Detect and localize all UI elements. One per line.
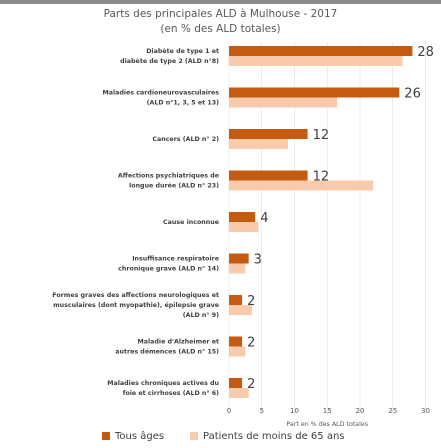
x-tick-label-3: 15 — [323, 407, 332, 415]
category-label-6-2: (ALD n° 9) — [183, 311, 219, 319]
bar-tous-ages-2 — [229, 129, 308, 139]
category-label-8-1: foie et cirrhoses (ALD n° 6) — [123, 389, 219, 397]
bar-moins-65-5 — [229, 263, 246, 274]
category-label-8-0: Maladies chroniques actives du — [107, 380, 219, 387]
bar-moins-65-1 — [229, 97, 338, 108]
legend-item-moins-65: Patients de moins de 65 ans — [190, 431, 345, 442]
category-label-2-0: Cancers (ALD n° 2) — [152, 135, 219, 143]
legend-item-tous-ages: Tous âges — [102, 431, 164, 442]
x-tick-label-4: 20 — [356, 407, 365, 415]
data-label-2: 12 — [313, 128, 330, 143]
bar-tous-ages-8 — [229, 378, 243, 388]
x-tick-label-5: 25 — [388, 407, 397, 415]
bar-tous-ages-3 — [229, 170, 308, 181]
bar-moins-65-7 — [229, 346, 246, 357]
data-label-5: 3 — [254, 253, 262, 268]
bar-moins-65-0 — [229, 56, 403, 66]
category-label-1-0: Maladies cardioneurovasculaires — [102, 90, 219, 97]
data-label-8: 2 — [247, 377, 255, 392]
legend-swatch-tous-ages — [102, 432, 110, 440]
chart-title-line2: (en % des ALD totales) — [160, 23, 281, 35]
legend-label-moins-65: Patients de moins de 65 ans — [203, 431, 345, 442]
category-label-1-1: (ALD n°1, 3, 5 et 13) — [147, 99, 220, 107]
legend-swatch-moins-65 — [190, 432, 198, 440]
x-tick-label-0: 0 — [227, 407, 231, 415]
bar-chart: 28 Diabète de type 1 et diabète de type 2 … — [52, 42, 434, 428]
data-label-4: 4 — [260, 211, 268, 226]
category-label-0-1: diabète de type 2 (ALD n°8) — [120, 57, 219, 65]
category-label-0-0: Diabète de type 1 et — [146, 47, 219, 55]
x-tick-label-2: 10 — [290, 407, 299, 415]
bar-tous-ages-5 — [229, 253, 249, 264]
x-axis-title: Part en % des ALD totales — [286, 421, 368, 428]
category-label-3-1: longue durée (ALD n° 23) — [129, 182, 219, 190]
bar-tous-ages-6 — [229, 295, 243, 305]
category-label-7-0: Maladie d'Alzheimer et — [137, 339, 219, 346]
x-tick-label-6: 30 — [421, 407, 430, 415]
bar-tous-ages-0 — [229, 46, 413, 56]
bar-tous-ages-4 — [229, 212, 256, 222]
top-border — [0, 0, 441, 4]
bar-moins-65-6 — [229, 305, 252, 315]
bar-moins-65-8 — [229, 388, 249, 398]
category-label-4-0: Cause inconnue — [163, 219, 219, 226]
category-label-3-0: Affections psychiatriques de — [118, 173, 219, 180]
chart-title-line1: Parts des principales ALD à Mulhouse - 2… — [103, 8, 338, 20]
bar-moins-65-2 — [229, 139, 288, 149]
data-label-6: 2 — [247, 294, 255, 309]
category-label-6-0: Formes graves des affections neurologiqu… — [52, 292, 219, 299]
category-label-7-1: autres démences (ALD n° 15) — [115, 348, 219, 356]
category-label-6-1: musculaires (dont myopathie), épilepsie … — [53, 301, 219, 309]
chart-title: Parts des principales ALD à Mulhouse - 2… — [0, 7, 441, 37]
data-label-3: 12 — [313, 170, 330, 185]
bar-tous-ages-7 — [229, 336, 243, 347]
data-label-7: 2 — [247, 336, 255, 351]
data-label-0: 28 — [417, 45, 434, 60]
bar-tous-ages-1 — [229, 87, 400, 98]
bar-moins-65-4 — [229, 222, 259, 232]
legend: Tous âges Patients de moins de 65 ans — [0, 430, 441, 446]
category-label-5-0: Insuffisance respiratoire — [132, 256, 219, 263]
x-tick-label-1: 5 — [260, 407, 264, 415]
category-label-5-1: chronique grave (ALD n° 14) — [118, 265, 219, 273]
legend-label-tous-ages: Tous âges — [115, 431, 165, 442]
data-label-1: 26 — [404, 87, 421, 102]
bar-moins-65-3 — [229, 180, 374, 191]
